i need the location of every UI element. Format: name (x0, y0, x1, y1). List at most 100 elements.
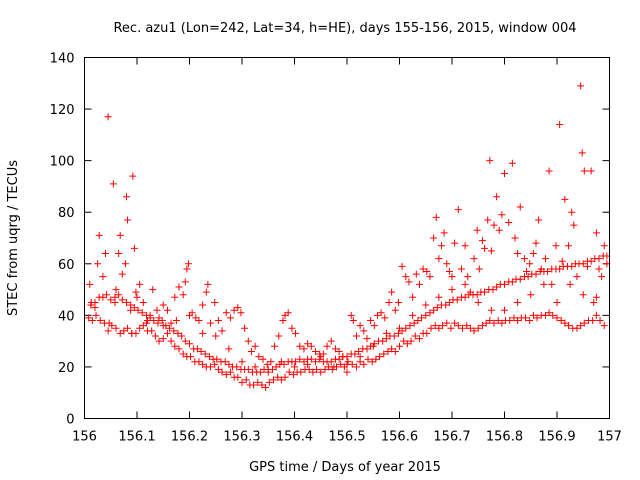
data-point (91, 298, 99, 306)
data-point (470, 327, 478, 335)
data-point (391, 306, 399, 314)
data-point (124, 216, 132, 224)
data-point (409, 311, 417, 319)
x-tick-label: 156.4 (276, 430, 313, 445)
data-point (292, 329, 300, 337)
data-point (431, 322, 439, 330)
data-point (380, 350, 388, 358)
data-point (207, 319, 214, 327)
data-point (179, 291, 187, 299)
data-point (343, 353, 351, 361)
data-point (508, 159, 516, 167)
data-point (493, 283, 501, 291)
data-point (317, 368, 325, 376)
data-point (526, 260, 534, 268)
data-point (153, 306, 161, 314)
data-point (501, 306, 508, 314)
data-point (292, 358, 300, 366)
data-point (163, 329, 171, 337)
data-point (279, 317, 287, 325)
data-point (484, 216, 492, 224)
data-point (251, 342, 259, 350)
data-point (463, 322, 471, 330)
data-point (409, 293, 417, 301)
data-point (226, 368, 234, 376)
plot-frame (84, 57, 610, 419)
data-point (394, 329, 402, 337)
data-point (154, 319, 162, 327)
data-point (433, 304, 441, 312)
data-point (312, 358, 319, 366)
data-point (214, 317, 222, 325)
y-tick-label: 120 (50, 103, 75, 118)
data-point (447, 324, 455, 332)
data-point (136, 324, 144, 332)
data-point (199, 301, 207, 309)
data-point (238, 358, 246, 366)
data-point (158, 317, 166, 325)
data-points (85, 82, 611, 392)
data-point (120, 327, 128, 335)
data-point (377, 309, 385, 317)
data-point (218, 368, 226, 376)
data-point (183, 265, 191, 273)
data-point (230, 306, 238, 314)
data-point (96, 317, 104, 325)
data-point (579, 260, 587, 268)
data-point (595, 255, 603, 263)
data-point (495, 226, 503, 234)
data-point (464, 273, 472, 281)
data-point (347, 311, 355, 319)
data-point (271, 342, 279, 350)
data-point (304, 360, 312, 368)
data-point (130, 244, 138, 252)
x-tick-label: 156.8 (486, 430, 523, 445)
data-point (116, 231, 124, 239)
data-point (327, 337, 335, 345)
data-point (423, 268, 431, 276)
data-point (108, 322, 116, 330)
data-point (526, 317, 534, 325)
data-point (175, 283, 183, 291)
data-point (331, 345, 339, 353)
x-tick-label: 156.2 (171, 430, 208, 445)
data-point (473, 226, 481, 234)
x-tick-label: 156.7 (433, 430, 470, 445)
data-point (592, 229, 600, 237)
data-point (150, 317, 158, 325)
data-point (487, 247, 495, 255)
data-point (379, 337, 387, 345)
y-tick-label: 20 (58, 361, 75, 376)
data-point (548, 280, 556, 288)
data-point (385, 298, 393, 306)
data-point (159, 335, 167, 343)
data-point (454, 322, 462, 330)
y-tick-label: 80 (58, 206, 75, 221)
data-point (414, 317, 422, 325)
data-point (244, 366, 252, 374)
x-tick-label: 156 (72, 430, 97, 445)
data-point (274, 373, 282, 381)
data-point (506, 317, 514, 325)
data-point (134, 306, 142, 314)
data-point (349, 317, 357, 325)
data-point (363, 345, 371, 353)
data-point (300, 358, 308, 366)
data-point (445, 268, 453, 276)
data-point (426, 309, 434, 317)
data-point (422, 301, 430, 309)
x-axis-title: GPS time / Days of year 2015 (249, 460, 441, 475)
data-point (124, 324, 132, 332)
data-point (376, 353, 384, 361)
data-point (307, 355, 315, 363)
data-point (174, 329, 182, 337)
data-point (373, 311, 381, 319)
data-point (136, 280, 144, 288)
data-point (510, 314, 518, 322)
data-point (568, 262, 576, 270)
data-point (590, 298, 598, 306)
data-point (394, 298, 402, 306)
x-tick-label: 156.6 (381, 430, 418, 445)
data-point (549, 311, 557, 319)
data-point (448, 273, 456, 281)
